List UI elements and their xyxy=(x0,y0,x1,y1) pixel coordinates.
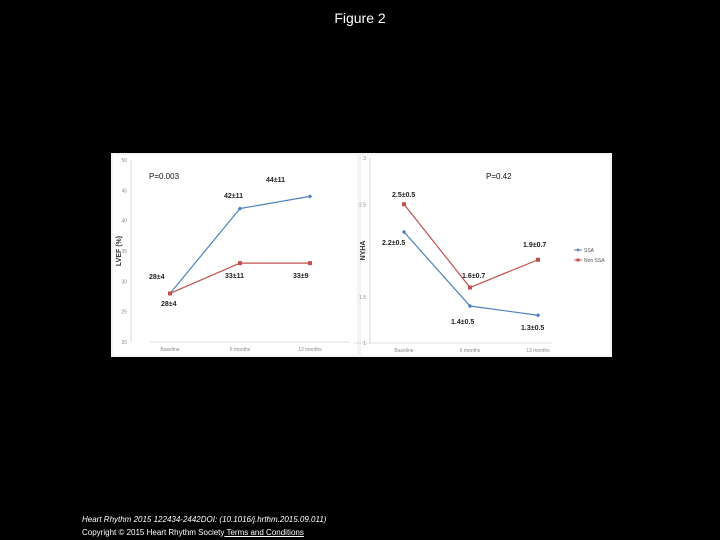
figure-panel: 20253035404550Baseline6 months12 monthsL… xyxy=(111,153,612,357)
terms-link[interactable]: Terms and Conditions xyxy=(224,528,303,537)
y-tick-label: 1 xyxy=(363,341,366,347)
legend-marker-non_ssa xyxy=(577,259,580,262)
p-value-label: P=0.42 xyxy=(486,172,512,181)
x-tick-label: Baseline xyxy=(394,348,413,354)
data-label-ssa: 28±4 xyxy=(161,301,177,308)
y-tick-label: 30 xyxy=(121,279,127,285)
data-label-non_ssa: 1.6±0.7 xyxy=(462,273,485,280)
x-tick-label: 12 months xyxy=(526,348,550,354)
data-point-non_ssa xyxy=(238,261,242,265)
y-tick-label: 2.5 xyxy=(359,202,366,208)
chart-frame xyxy=(360,154,611,356)
slide-title: Figure 2 xyxy=(0,10,720,26)
y-tick-label: 50 xyxy=(121,158,127,164)
y-tick-label: 20 xyxy=(121,340,127,346)
copyright-line: Copyright © 2015 Heart Rhythm Society Te… xyxy=(82,528,304,537)
citation: Heart Rhythm 2015 122434-2442DOI: (10.10… xyxy=(82,515,326,524)
data-label-ssa: 1.3±0.5 xyxy=(521,325,544,332)
x-tick-label: 6 months xyxy=(230,347,251,353)
x-tick-label: 6 months xyxy=(460,348,481,354)
data-label-ssa: 42±11 xyxy=(224,193,243,200)
x-tick-label: 12 months xyxy=(298,347,322,353)
y-tick-label: 1.5 xyxy=(359,295,366,301)
data-label-non_ssa: 1.9±0.7 xyxy=(523,242,546,249)
y-tick-label: 40 xyxy=(121,219,127,225)
data-label-ssa: 1.4±0.5 xyxy=(451,319,474,326)
y-tick-label: 45 xyxy=(121,188,127,194)
data-label-ssa: 2.2±0.5 xyxy=(382,240,405,247)
y-axis-title: NYHA xyxy=(360,241,367,261)
copyright-text: Copyright © 2015 Heart Rhythm Society xyxy=(82,528,224,537)
x-tick-label: Baseline xyxy=(160,347,179,353)
data-label-non_ssa: 33±9 xyxy=(293,273,309,280)
p-value-label: P=0.003 xyxy=(149,172,180,181)
y-tick-label: 3 xyxy=(363,156,366,162)
y-tick-label: 25 xyxy=(121,310,127,316)
legend-label: SSA xyxy=(584,248,595,254)
data-label-non_ssa: 33±11 xyxy=(225,273,244,280)
data-label-ssa: 44±11 xyxy=(266,177,285,184)
data-point-non_ssa xyxy=(536,258,540,262)
data-label-non_ssa: 2.5±0.5 xyxy=(392,192,415,199)
y-axis-title: LVEF (%) xyxy=(116,236,123,266)
data-point-non_ssa xyxy=(402,202,406,206)
data-label-non_ssa: 28±4 xyxy=(149,274,165,281)
data-point-non_ssa xyxy=(468,286,472,290)
legend-label: Non SSA xyxy=(584,258,605,264)
data-point-non_ssa xyxy=(308,261,312,265)
data-point-non_ssa xyxy=(168,291,172,295)
figure-svg: 20253035404550Baseline6 months12 monthsL… xyxy=(111,153,612,357)
chart-frame xyxy=(112,154,358,356)
